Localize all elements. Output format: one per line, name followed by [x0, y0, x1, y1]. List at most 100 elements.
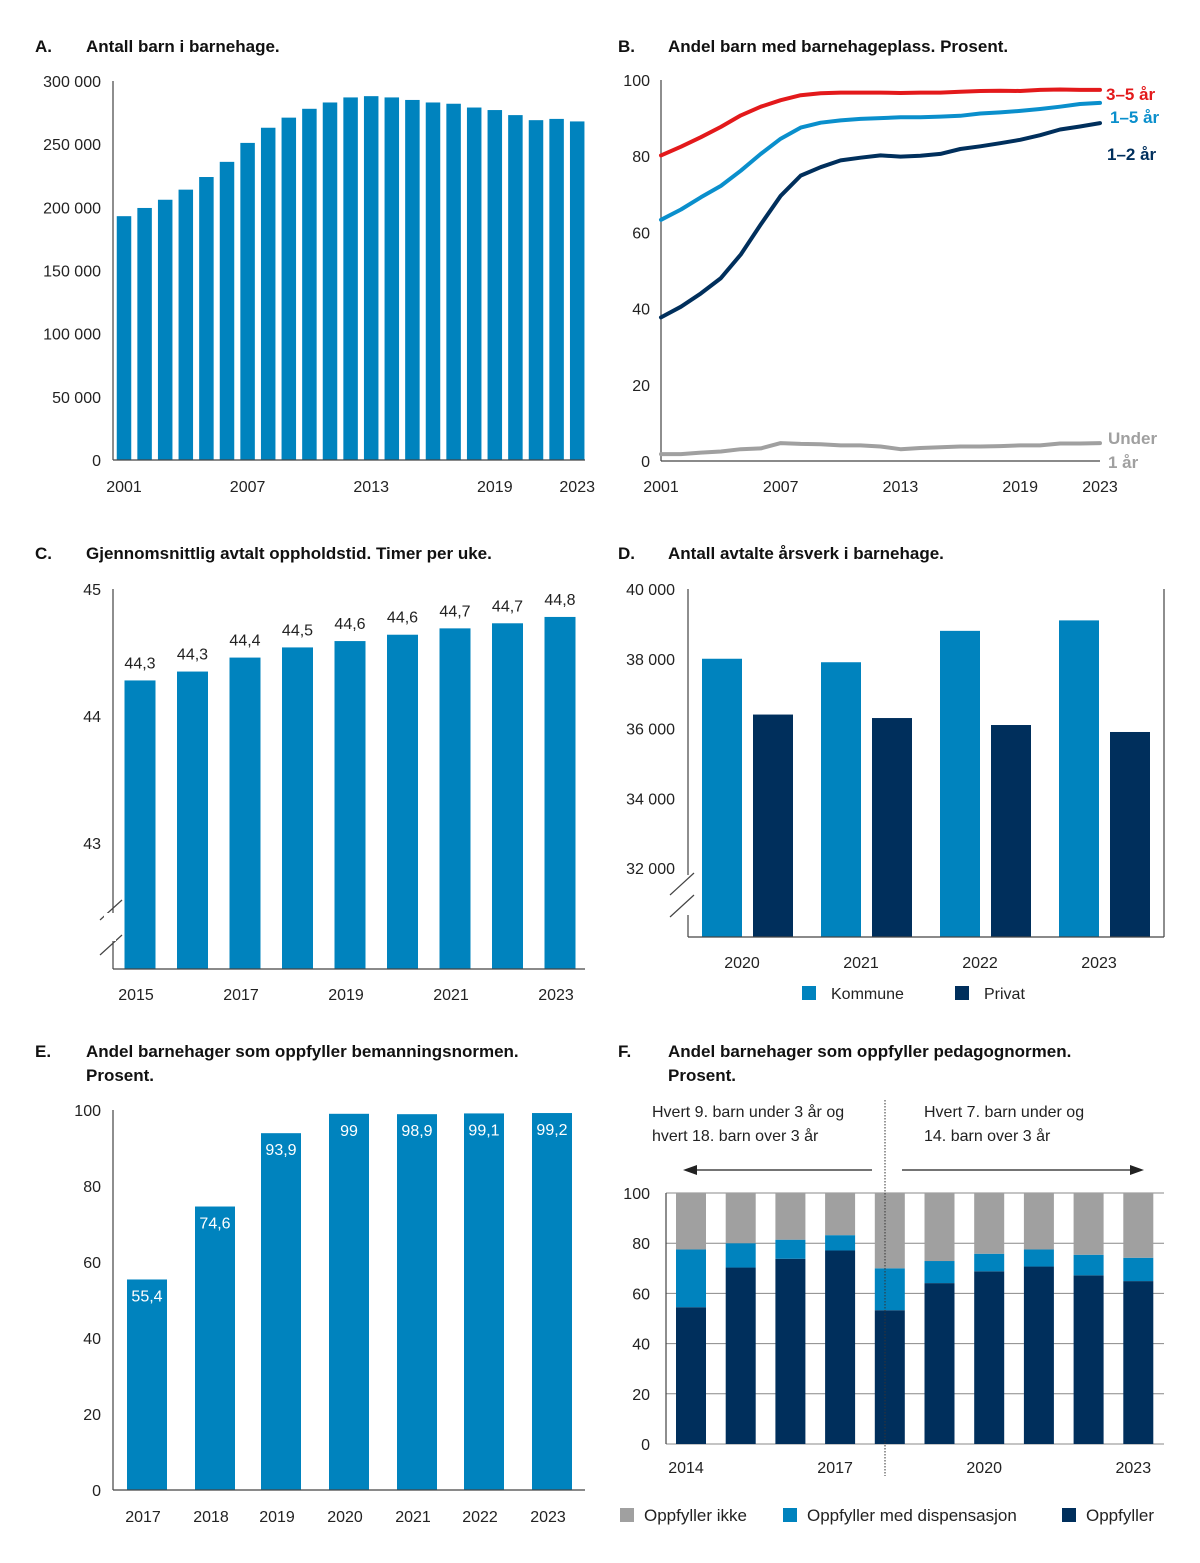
bar-f-segment-2014 [676, 1193, 706, 1250]
x-tick-d: 2022 [962, 955, 998, 972]
panel-f-title-2: Prosent. [668, 1066, 736, 1085]
panel-e-title-1: Andel barnehager som oppfyller bemanning… [86, 1042, 519, 1061]
axis-break-c [99, 934, 123, 956]
y-tick-b: 0 [641, 454, 650, 471]
bar-a-2014 [384, 97, 400, 460]
bar-d-privat-2022 [991, 725, 1031, 937]
bar-c-2018 [282, 647, 313, 969]
y-tick-f: 20 [632, 1387, 650, 1404]
bar-d-kommune-2023 [1059, 620, 1099, 937]
x-tick-c: 2017 [223, 987, 259, 1004]
bar-a-2019 [487, 110, 503, 460]
bar-d-kommune-2020 [702, 658, 742, 937]
legend-label-privat: Privat [984, 986, 1025, 1003]
panel-f-note-left-2: hvert 18. barn over 3 år [652, 1127, 819, 1145]
y-tick-f: 80 [632, 1236, 650, 1253]
x-tick-d: 2021 [843, 955, 879, 972]
x-tick-a: 2001 [106, 479, 142, 496]
bar-f-segment-2022 [1073, 1193, 1104, 1255]
bar-f-segment-2018 [874, 1310, 905, 1444]
bar-f-segment-2023 [1123, 1257, 1154, 1282]
data-label-e: 55,4 [131, 1288, 162, 1305]
legend-label-f: Oppfyller med dispensasjon [807, 1506, 1017, 1525]
bar-f-segment-2017 [825, 1235, 856, 1251]
bar-c-2019 [334, 641, 366, 969]
bar-f-segment-2015 [725, 1243, 756, 1268]
data-label-e: 74,6 [199, 1216, 230, 1233]
x-tick-e: 2021 [395, 1509, 431, 1526]
y-tick-a: 200 000 [43, 200, 101, 217]
x-tick-c: 2023 [538, 987, 574, 1004]
bar-a-2015 [405, 99, 420, 460]
data-label-c: 44,4 [229, 633, 260, 650]
data-label-e: 99,2 [536, 1122, 567, 1139]
panel-a-letter: A. [35, 37, 52, 56]
bar-a-2012 [343, 97, 358, 460]
bar-f-segment-2019 [924, 1193, 955, 1262]
y-tick-a: 250 000 [43, 137, 101, 154]
legend-label-f: Oppfyller [1086, 1506, 1154, 1525]
x-tick-e: 2022 [462, 1509, 498, 1526]
bar-a-2005 [199, 177, 214, 460]
x-tick-d: 2023 [1081, 955, 1117, 972]
bar-a-2022 [549, 118, 564, 461]
bar-a-2004 [178, 189, 194, 460]
bar-a-2017 [446, 103, 461, 461]
panel-d-title: Antall avtalte årsverk i barnehage. [668, 544, 944, 563]
panel-c-letter: C. [35, 544, 52, 563]
panel-f-title-1: Andel barnehager som oppfyller pedagogno… [668, 1042, 1071, 1061]
x-tick-e: 2017 [125, 1509, 161, 1526]
y-tick-a: 100 000 [43, 327, 101, 344]
bar-f-segment-2019 [924, 1261, 955, 1284]
bar-c-2021 [439, 628, 471, 969]
bar-a-2002 [137, 207, 152, 460]
y-tick-b: 40 [632, 302, 650, 319]
x-tick-b: 2019 [1002, 479, 1038, 496]
x-tick-c: 2019 [328, 987, 364, 1004]
x-tick-d: 2020 [724, 955, 760, 972]
x-tick-a: 2013 [353, 479, 389, 496]
axis-break-gap-d [678, 875, 694, 915]
data-label-c: 44,6 [334, 616, 365, 633]
bar-f-segment-2020 [974, 1193, 1005, 1254]
data-label-c: 44,3 [124, 655, 155, 672]
y-tick-c: 44 [83, 709, 101, 726]
x-tick-a: 2023 [559, 479, 595, 496]
y-tick-d: 32 000 [626, 861, 675, 878]
bar-f-segment-2018 [874, 1193, 905, 1269]
bar-f-segment-2021 [1023, 1266, 1054, 1444]
x-tick-f: 2017 [817, 1460, 853, 1477]
bar-a-2008 [260, 127, 276, 460]
bar-a-2007 [240, 142, 255, 461]
y-tick-e: 100 [74, 1103, 101, 1120]
bar-a-2023 [569, 121, 585, 460]
data-label-e: 98,9 [401, 1123, 432, 1140]
data-label-e: 99,1 [468, 1122, 499, 1139]
y-tick-b: 100 [623, 73, 650, 90]
y-tick-f: 40 [632, 1337, 650, 1354]
series-label-under-1: Under [1108, 429, 1158, 448]
bar-c-2016 [177, 671, 208, 969]
data-label-c: 44,8 [544, 592, 575, 609]
axis-break-d [669, 872, 695, 896]
y-tick-d: 36 000 [626, 722, 675, 739]
bar-e-2023 [532, 1113, 572, 1490]
line-1–5 år [659, 100, 1102, 222]
y-tick-a: 0 [92, 453, 101, 470]
data-label-c: 44,6 [387, 610, 418, 627]
bar-c-2022 [492, 623, 523, 969]
data-label-e: 99 [340, 1123, 358, 1140]
x-tick-f: 2020 [966, 1460, 1002, 1477]
bar-f-segment-2020 [974, 1253, 1005, 1272]
x-tick-e: 2018 [193, 1509, 229, 1526]
x-tick-a: 2007 [230, 479, 266, 496]
legend-label-kommune: Kommune [831, 986, 904, 1003]
axis-break-c [99, 899, 123, 921]
bar-f-segment-2016 [775, 1258, 806, 1444]
data-label-c: 44,7 [439, 603, 470, 620]
axis-break-d [669, 894, 695, 918]
bar-f-segment-2022 [1073, 1275, 1104, 1444]
axis-break-gap-c [104, 913, 116, 941]
bar-e-2021 [397, 1114, 437, 1490]
bar-e-2022 [464, 1113, 504, 1490]
